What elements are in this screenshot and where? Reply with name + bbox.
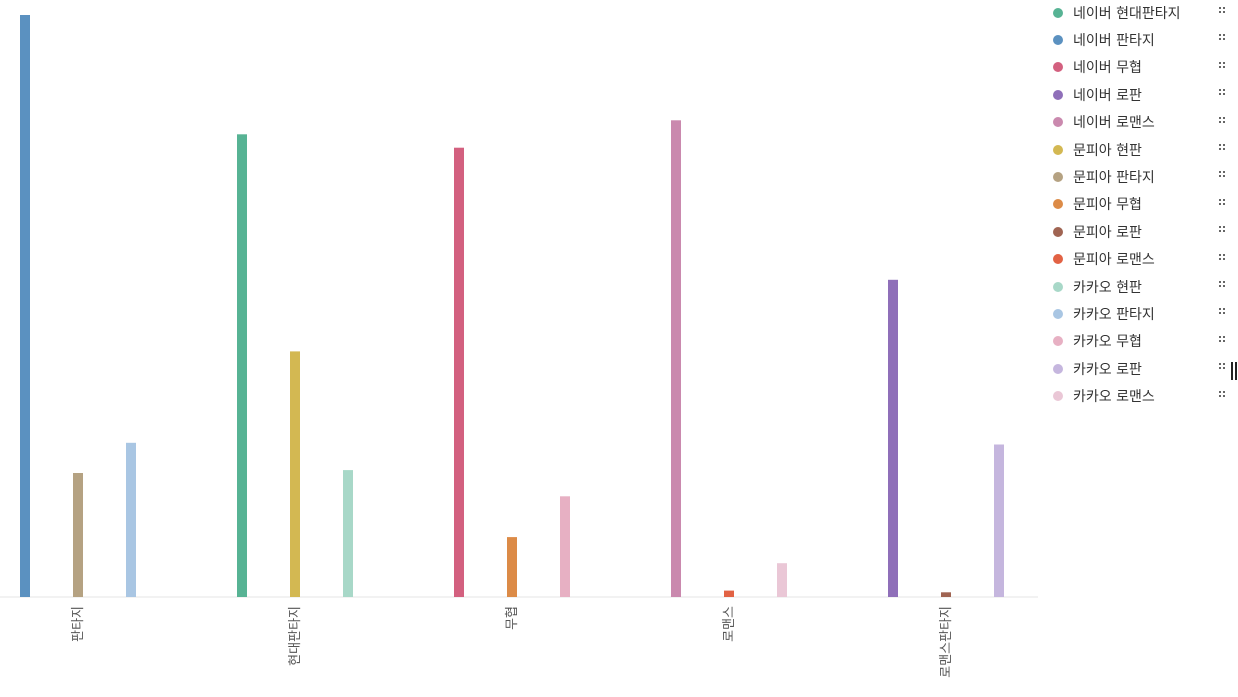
legend-label: 네이버 무협 bbox=[1073, 60, 1142, 77]
drag-handle-icon[interactable] bbox=[1219, 253, 1225, 265]
bar-판타지-문피아-판타지[interactable] bbox=[73, 473, 83, 597]
x-tick-label: 로맨스판타지 bbox=[939, 606, 954, 678]
legend-item[interactable]: 네이버 로판 bbox=[1050, 81, 1230, 108]
resize-handle[interactable] bbox=[1231, 362, 1237, 380]
bar-로맨스판타지-카카오-로판[interactable] bbox=[994, 444, 1004, 598]
legend-label: 카카오 현판 bbox=[1073, 279, 1142, 296]
drag-handle-icon[interactable] bbox=[1219, 390, 1225, 402]
bar-로맨스판타지-문피아-로판[interactable] bbox=[941, 592, 951, 597]
legend-label: 카카오 로판 bbox=[1073, 361, 1142, 378]
bar-로맨스-문피아-로맨스[interactable] bbox=[724, 590, 734, 597]
drag-handle-icon[interactable] bbox=[1219, 335, 1225, 347]
x-tick-label: 판타지 bbox=[71, 606, 86, 642]
legend-dot-icon bbox=[1053, 144, 1063, 155]
legend-label: 문피아 로맨스 bbox=[1073, 252, 1155, 269]
bar-현대판타지-카카오-현판[interactable] bbox=[343, 470, 353, 597]
legend-label: 카카오 로맨스 bbox=[1073, 389, 1155, 406]
drag-handle-icon[interactable] bbox=[1219, 116, 1225, 128]
legend-item[interactable]: 문피아 현판 bbox=[1050, 136, 1230, 163]
legend-dot-icon bbox=[1053, 308, 1063, 319]
legend-item[interactable]: 카카오 로판 bbox=[1050, 355, 1230, 382]
x-tick-label: 로맨스 bbox=[722, 606, 737, 642]
legend-dot-icon bbox=[1053, 363, 1063, 374]
drag-handle-icon[interactable] bbox=[1219, 171, 1225, 182]
drag-handle-icon[interactable] bbox=[1219, 34, 1225, 45]
legend-item[interactable]: 문피아 판타지 bbox=[1050, 163, 1230, 190]
bar-판타지-네이버-판타지[interactable] bbox=[20, 15, 30, 597]
bar-무협-카카오-무협[interactable] bbox=[560, 496, 570, 597]
drag-handle-icon[interactable] bbox=[1219, 144, 1225, 155]
legend-dot-icon bbox=[1053, 199, 1063, 210]
legend-item[interactable]: 네이버 무협 bbox=[1050, 54, 1230, 81]
legend-label: 카카오 판타지 bbox=[1073, 306, 1155, 323]
bar-현대판타지-네이버-현대판타지[interactable] bbox=[237, 134, 247, 598]
bar-무협-문피아-무협[interactable] bbox=[507, 537, 517, 597]
legend-dot-icon bbox=[1053, 117, 1063, 128]
legend-dot-icon bbox=[1053, 89, 1063, 100]
legend-dot-icon bbox=[1053, 336, 1063, 347]
legend-label: 네이버 판타지 bbox=[1073, 32, 1155, 49]
legend-dot-icon bbox=[1053, 7, 1063, 18]
legend-label: 문피아 무협 bbox=[1073, 197, 1142, 214]
bars-group bbox=[20, 15, 1004, 598]
legend-item[interactable]: 카카오 무협 bbox=[1050, 328, 1230, 355]
drag-handle-icon[interactable] bbox=[1219, 226, 1225, 237]
legend-label: 문피아 현판 bbox=[1073, 142, 1142, 159]
legend-dot-icon bbox=[1053, 62, 1063, 73]
legend-item[interactable]: 카카오 판타지 bbox=[1050, 300, 1230, 327]
legend-item[interactable]: 문피아 로맨스 bbox=[1050, 246, 1230, 273]
legend-dot-icon bbox=[1053, 391, 1063, 402]
legend-dot-icon bbox=[1053, 281, 1063, 292]
bar-chart: 판타지 현대판타지 무협 로맨스 로맨스판타지 bbox=[0, 15, 1038, 678]
drag-handle-icon[interactable] bbox=[1219, 89, 1225, 100]
bar-로맨스-카카오-로맨스[interactable] bbox=[777, 563, 787, 597]
legend-item[interactable]: 네이버 판타지 bbox=[1050, 26, 1230, 53]
legend-item[interactable]: 문피아 로판 bbox=[1050, 218, 1230, 245]
bar-무협-네이버-무협[interactable] bbox=[454, 147, 464, 597]
legend-dot-icon bbox=[1053, 226, 1063, 237]
drag-handle-icon[interactable] bbox=[1219, 7, 1225, 18]
legend-dot-icon bbox=[1053, 34, 1063, 45]
bar-현대판타지-문피아-현판[interactable] bbox=[290, 351, 300, 597]
bar-로맨스-네이버-로맨스[interactable] bbox=[671, 120, 681, 598]
legend-label: 네이버 로판 bbox=[1073, 87, 1142, 104]
legend-label: 네이버 현대판타지 bbox=[1073, 5, 1181, 22]
bar-로맨스판타지-네이버-로판[interactable] bbox=[888, 279, 898, 597]
drag-handle-icon[interactable] bbox=[1219, 281, 1225, 292]
legend-item[interactable]: 네이버 로맨스 bbox=[1050, 109, 1230, 136]
x-tick-label: 현대판타지 bbox=[288, 606, 303, 666]
legend-dot-icon bbox=[1053, 254, 1063, 265]
x-tick-labels: 판타지 현대판타지 무협 로맨스 로맨스판타지 bbox=[71, 606, 954, 678]
drag-handle-icon[interactable] bbox=[1219, 308, 1225, 319]
bar-판타지-카카오-판타지[interactable] bbox=[126, 442, 136, 597]
drag-handle-icon[interactable] bbox=[1219, 61, 1225, 73]
x-tick-label: 무협 bbox=[505, 606, 520, 630]
legend-item[interactable]: 문피아 무협 bbox=[1050, 191, 1230, 218]
legend-label: 네이버 로맨스 bbox=[1073, 115, 1155, 132]
legend-dot-icon bbox=[1053, 171, 1063, 182]
legend-item[interactable]: 네이버 현대판타지 bbox=[1050, 0, 1230, 26]
drag-handle-icon[interactable] bbox=[1219, 363, 1225, 374]
legend-label: 카카오 무협 bbox=[1073, 334, 1142, 351]
legend-label: 문피아 판타지 bbox=[1073, 169, 1155, 186]
legend-item[interactable]: 카카오 로맨스 bbox=[1050, 383, 1230, 410]
legend-item[interactable]: 카카오 현판 bbox=[1050, 273, 1230, 300]
legend-label: 문피아 로판 bbox=[1073, 224, 1142, 241]
drag-handle-icon[interactable] bbox=[1219, 198, 1225, 210]
